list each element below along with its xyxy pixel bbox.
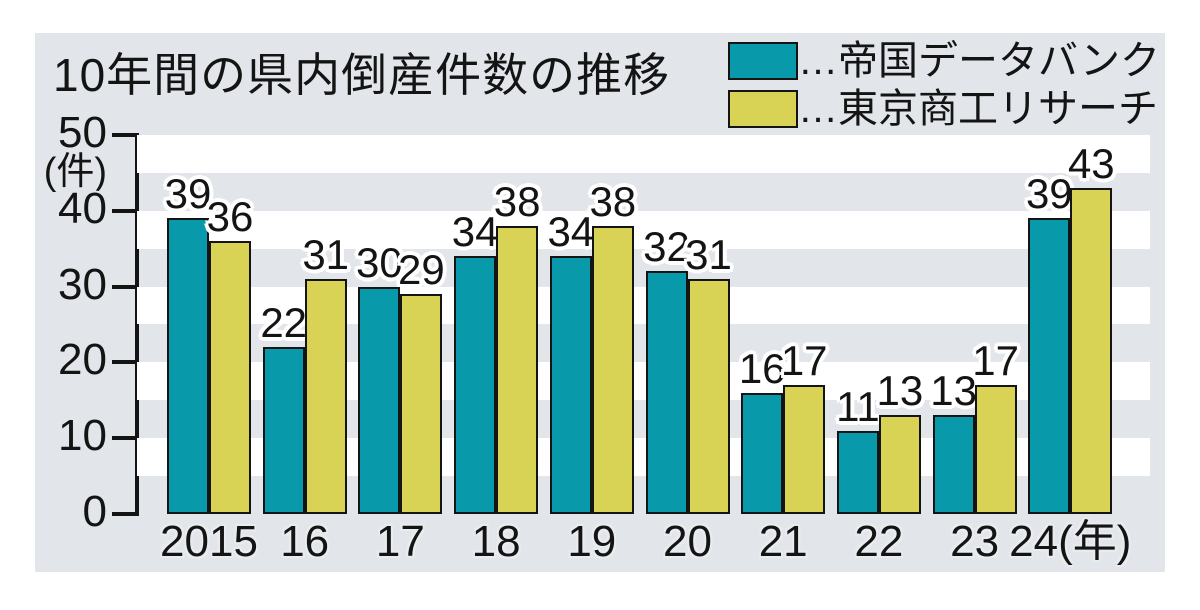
- bar-tsr-21: [783, 385, 826, 514]
- bar-tsr-19: [591, 225, 634, 514]
- bar-value-label: 22: [260, 299, 308, 347]
- legend-item-teikoku: …帝国データバンク: [728, 41, 1160, 81]
- bar-value-label: 34: [547, 208, 595, 256]
- x-tick-label: 19: [567, 517, 617, 566]
- bar-teikoku-2015: [167, 218, 209, 514]
- bar-teikoku-24: [1028, 218, 1071, 514]
- y-tick: [112, 208, 139, 213]
- bar-value-label: 17: [972, 337, 1019, 385]
- grid-stripe: [137, 135, 1150, 173]
- legend-swatch-teikoku-icon: [728, 42, 798, 80]
- bar-value-label: 29: [398, 246, 445, 294]
- bar-value-label: 38: [493, 177, 541, 225]
- y-axis-unit: (件): [43, 151, 107, 193]
- bar-value-label: 38: [589, 177, 637, 225]
- y-tick-label: 20: [58, 335, 107, 385]
- bar-teikoku-22: [836, 430, 879, 514]
- y-axis-line: [135, 133, 139, 516]
- y-tick-label: 40: [58, 183, 107, 233]
- x-tick-label: 24(年): [1009, 517, 1132, 566]
- bar-tsr-24: [1070, 188, 1113, 514]
- bar-value-label: 34: [451, 208, 499, 256]
- x-tick-label: 21: [758, 517, 808, 566]
- bar-value-label: 11: [836, 382, 880, 430]
- x-tick-label: 2015: [160, 517, 258, 566]
- bar-teikoku-17: [358, 286, 401, 514]
- bar-value-label: 39: [164, 170, 212, 218]
- y-tick-label: 30: [58, 259, 107, 309]
- y-tick: [112, 284, 139, 289]
- bar-value-label: 16: [738, 344, 786, 392]
- grid-stripe: [137, 210, 1150, 249]
- bar-value-label: 13: [930, 367, 977, 415]
- legend-label-teikoku: …帝国データバンク: [798, 39, 1160, 83]
- x-tick-label: 22: [854, 517, 904, 566]
- legend: …帝国データバンク …東京商工リサーチ: [728, 41, 1160, 129]
- legend-swatch-tsr-icon: [728, 90, 798, 128]
- bar-value-label: 32: [643, 223, 690, 271]
- legend-item-tsr: …東京商工リサーチ: [728, 89, 1160, 129]
- y-tick: [112, 512, 139, 516]
- bar-tsr-22: [878, 415, 921, 514]
- bar-teikoku-23: [932, 415, 975, 514]
- y-tick-label: 50: [58, 108, 107, 157]
- bar-value-label: 13: [876, 367, 924, 415]
- bar-value-label: 31: [685, 231, 732, 279]
- bar-tsr-16: [304, 279, 347, 514]
- bar-value-label: 43: [1067, 140, 1115, 188]
- bar-tsr-23: [974, 385, 1017, 514]
- bar-teikoku-20: [645, 271, 688, 514]
- bar-tsr-18: [496, 225, 539, 514]
- x-tick-label: 23: [950, 517, 1000, 566]
- bar-value-label: 39: [1025, 170, 1073, 218]
- bar-value-label: 17: [780, 337, 828, 385]
- chart-title: 10年間の県内倒産件数の推移: [53, 49, 671, 101]
- y-tick: [112, 360, 139, 365]
- y-tick-label: 0: [82, 487, 107, 536]
- plot-area: 39 22 30 34 34 32 16 11 13 39 36 31 29 38 38 31 17 13 17 43: [137, 135, 1150, 514]
- x-tick-label: 20: [663, 517, 712, 566]
- bar-teikoku-16: [262, 347, 305, 514]
- bar-value-label: 31: [302, 231, 350, 279]
- x-tick-label: 17: [375, 517, 425, 566]
- legend-label-tsr: …東京商工リサーチ: [798, 87, 1158, 131]
- bar-tsr-17: [400, 294, 443, 514]
- x-tick-label: 16: [280, 517, 330, 566]
- bar-value-label: 36: [206, 193, 254, 241]
- bar-teikoku-19: [549, 256, 592, 514]
- chart-card: 10年間の県内倒産件数の推移 …帝国データバンク …東京商工リサーチ (件) 0…: [35, 33, 1165, 572]
- bar-tsr-2015: [209, 241, 251, 514]
- bar-teikoku-21: [741, 392, 784, 514]
- bar-tsr-20: [687, 279, 730, 514]
- y-tick: [112, 436, 139, 441]
- bar-value-label: 30: [356, 238, 403, 286]
- y-tick-label: 10: [58, 411, 107, 461]
- y-tick: [112, 133, 139, 137]
- bar-teikoku-18: [454, 256, 497, 514]
- x-tick-label: 18: [471, 517, 521, 566]
